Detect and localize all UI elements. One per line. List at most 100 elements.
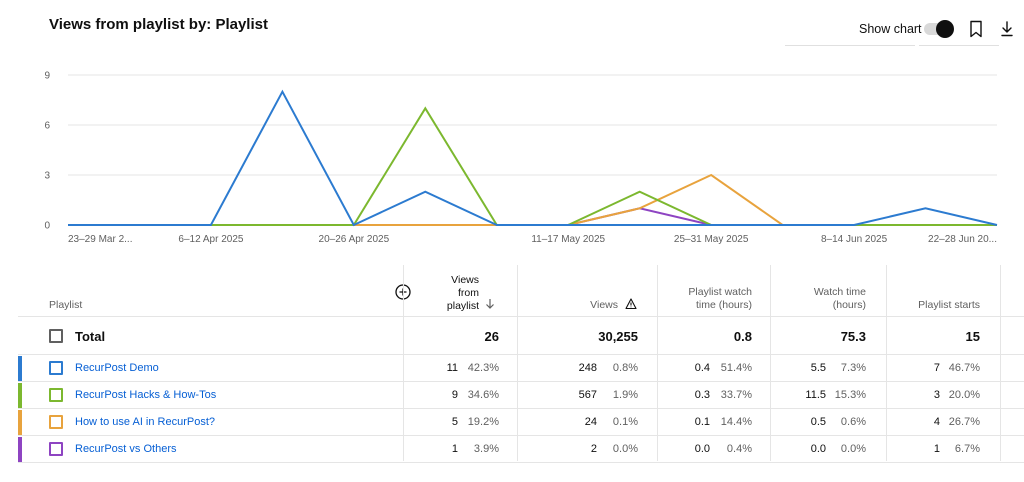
- cell-views-from-playlist-pct: 42.3%: [467, 362, 499, 374]
- x-tick-label: 8–14 Jun 2025: [821, 234, 888, 245]
- cell-views: 567: [578, 389, 597, 401]
- cell-playlist-watch-time-pct: 14.4%: [720, 416, 752, 428]
- row-checkbox[interactable]: [49, 442, 63, 456]
- col-header-watch-time[interactable]: Watch time (hours): [788, 286, 866, 312]
- cell-views: 248: [578, 362, 597, 374]
- col-header-views[interactable]: Views: [590, 299, 618, 311]
- arrow-down-icon[interactable]: [485, 298, 495, 310]
- toggle-knob: [936, 20, 954, 38]
- total-playlist-starts: 15: [965, 329, 980, 344]
- playlist-name-link[interactable]: RecurPost Demo: [75, 362, 159, 374]
- cell-views-from-playlist: 9: [451, 389, 458, 401]
- total-views-from-playlist: 26: [484, 329, 499, 344]
- playlist-name-link[interactable]: RecurPost vs Others: [75, 443, 177, 455]
- cell-views-from-playlist-pct: 34.6%: [467, 389, 499, 401]
- header-line: Watch time: [813, 286, 866, 298]
- row-checkbox[interactable]: [49, 388, 63, 402]
- cell-watch-time: 0.5: [810, 416, 826, 428]
- table-total-row: Total 26 30,255 0.8 75.3 15: [18, 317, 1024, 355]
- bookmark-icon[interactable]: [968, 20, 984, 38]
- y-tick-label: 3: [44, 171, 50, 182]
- cell-views-pct: 0.0%: [612, 443, 638, 455]
- total-watch-time: 75.3: [840, 329, 866, 344]
- header-line: time (hours): [695, 299, 752, 311]
- cell-playlist-starts-pct: 20.0%: [948, 389, 980, 401]
- cell-views-pct: 0.8%: [612, 362, 638, 374]
- cell-playlist-watch-time: 0.1: [694, 416, 710, 428]
- cell-playlist-starts-pct: 46.7%: [948, 362, 980, 374]
- cell-watch-time: 11.5: [805, 389, 826, 401]
- divider: [919, 45, 999, 46]
- table-header-row: Playlist Views from playlist Views Playl…: [18, 265, 1024, 461]
- x-tick-label: 11–17 May 2025: [531, 234, 605, 245]
- cell-playlist-watch-time: 0.0: [694, 443, 710, 455]
- col-header-playlist-starts[interactable]: Playlist starts: [918, 299, 980, 311]
- total-label: Total: [75, 329, 106, 344]
- cell-playlist-watch-time-pct: 51.4%: [720, 362, 752, 374]
- page-title: Views from playlist by: Playlist: [49, 16, 268, 33]
- cell-views-pct: 1.9%: [612, 389, 638, 401]
- cell-playlist-watch-time-pct: 0.4%: [726, 443, 752, 455]
- table-row: RecurPost Demo 11 42.3% 248 0.8% 0.4 51.4% 5.5 7…: [18, 355, 1024, 382]
- table-row: RecurPost Hacks & How-Tos 9 34.6% 567 1.9% 0.…: [18, 382, 1024, 409]
- x-tick-label: 22–28 Jun 20...: [928, 234, 997, 245]
- column-divider: [886, 265, 887, 461]
- total-playlist-watch-time: 0.8: [733, 329, 752, 344]
- cell-playlist-watch-time-pct: 33.7%: [720, 389, 752, 401]
- cell-views-from-playlist: 5: [451, 416, 458, 428]
- column-divider: [657, 265, 658, 461]
- cell-playlist-starts: 4: [933, 416, 940, 428]
- line-chart: 0 3 6 9 23–29 Mar 2... 6–12 Apr 2025 20–26 Apr…: [44, 71, 998, 245]
- header-line: Views: [451, 274, 479, 286]
- warning-triangle-icon[interactable]: [625, 298, 637, 310]
- x-tick-label: 25–31 May 2025: [674, 234, 749, 245]
- header-line: Playlist watch: [688, 286, 752, 298]
- total-checkbox[interactable]: [49, 329, 63, 343]
- cell-playlist-starts: 7: [933, 362, 940, 374]
- column-divider: [770, 265, 771, 461]
- table-row: How to use AI in RecurPost? 5 19.2% 24 0.1% 0…: [18, 409, 1024, 436]
- cell-playlist-starts: 1: [933, 443, 940, 455]
- column-divider: [1000, 265, 1001, 461]
- total-views: 30,255: [598, 329, 638, 344]
- cell-views-pct: 0.1%: [612, 416, 638, 428]
- y-tick-label: 0: [44, 221, 50, 232]
- cell-watch-time-pct: 0.0%: [840, 443, 866, 455]
- series-line: [68, 89, 998, 227]
- show-chart-label: Show chart: [859, 22, 922, 36]
- x-tick-label: 20–26 Apr 2025: [319, 234, 390, 245]
- divider: [785, 45, 915, 46]
- series-color-bar: [18, 356, 22, 381]
- cell-watch-time-pct: 0.6%: [840, 416, 866, 428]
- x-tick-label: 6–12 Apr 2025: [178, 234, 243, 245]
- row-checkbox[interactable]: [49, 415, 63, 429]
- cell-playlist-starts: 3: [933, 389, 940, 401]
- cell-playlist-watch-time: 0.3: [694, 389, 710, 401]
- header-line: from: [458, 287, 479, 299]
- cell-views-from-playlist: 11: [446, 362, 458, 374]
- x-tick-label: 23–29 Mar 2...: [68, 234, 132, 245]
- cell-views-from-playlist-pct: 19.2%: [467, 416, 499, 428]
- table-row: RecurPost vs Others 1 3.9% 2 0.0% 0.0 0.4% 0.0 0…: [18, 436, 1024, 463]
- cell-views-from-playlist-pct: 3.9%: [473, 443, 499, 455]
- col-header-playlist: Playlist: [49, 299, 83, 311]
- col-header-playlist-watch-time[interactable]: Playlist watch time (hours): [668, 286, 752, 312]
- cell-playlist-watch-time: 0.4: [694, 362, 710, 374]
- cell-playlist-starts-pct: 26.7%: [948, 416, 980, 428]
- playlist-name-link[interactable]: RecurPost Hacks & How-Tos: [75, 389, 217, 401]
- row-checkbox[interactable]: [49, 361, 63, 375]
- series-color-bar: [18, 410, 22, 435]
- cell-watch-time: 0.0: [810, 443, 826, 455]
- cell-views-from-playlist: 1: [451, 443, 458, 455]
- y-tick-label: 9: [44, 71, 50, 82]
- column-divider: [517, 265, 518, 461]
- download-icon[interactable]: [1000, 21, 1014, 37]
- col-header-views-from-playlist[interactable]: Views from playlist: [418, 274, 479, 313]
- cell-watch-time-pct: 15.3%: [834, 389, 866, 401]
- series-line: [68, 173, 997, 226]
- show-chart-toggle[interactable]: [922, 20, 954, 38]
- cell-views: 2: [590, 443, 597, 455]
- header-line: (hours): [832, 299, 866, 311]
- cell-playlist-starts-pct: 6.7%: [954, 443, 980, 455]
- playlist-name-link[interactable]: How to use AI in RecurPost?: [75, 416, 216, 428]
